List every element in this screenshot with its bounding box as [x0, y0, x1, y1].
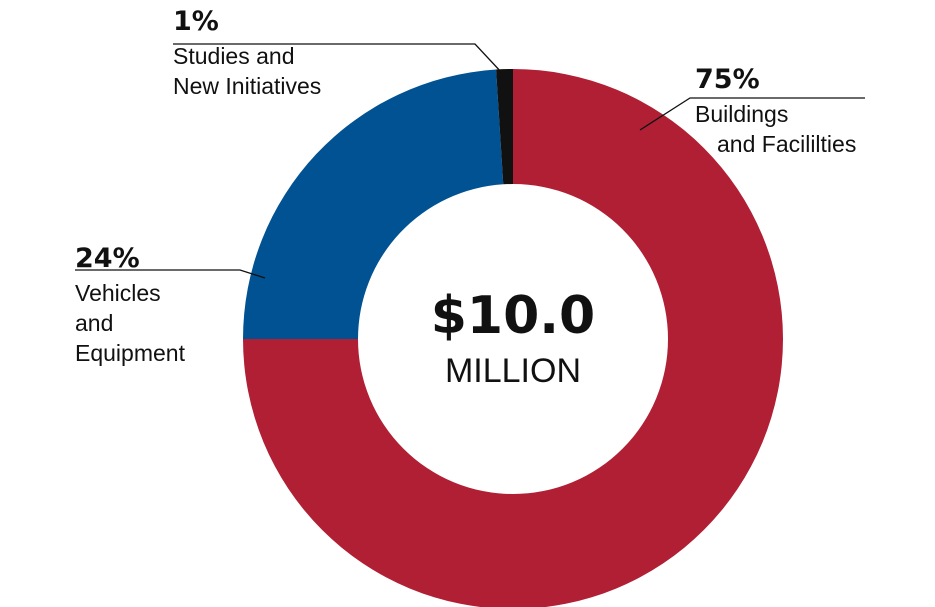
- donut-slices: [243, 69, 783, 607]
- leader-line-studies: [173, 43, 504, 75]
- slice-studies: [496, 69, 513, 185]
- category-label-vehicles-line-1: Vehicles: [75, 280, 161, 306]
- percent-label-vehicles: 24%: [75, 243, 140, 274]
- category-label-studies-line-1: Studies and: [173, 43, 294, 69]
- category-label-vehicles-line-2: and: [75, 310, 113, 336]
- leader-line-vehicles: [75, 269, 266, 279]
- slice-buildings: [243, 69, 783, 607]
- category-label-buildings-line-2: and Facililties: [717, 131, 856, 157]
- percent-label-studies: 1%: [173, 6, 219, 37]
- slice-labels: 75% Buildings and Facililties 24% Vehicles an…: [75, 6, 856, 366]
- category-label-studies-line-2: New Initiatives: [173, 73, 321, 99]
- total-amount: $10.0: [431, 286, 595, 346]
- leader-line-buildings: [639, 97, 865, 131]
- total-unit: MILLION: [445, 352, 581, 390]
- percent-label-buildings: 75%: [695, 64, 760, 95]
- slice-vehicles: [243, 69, 504, 340]
- leader-lines: [75, 43, 865, 279]
- category-label-buildings-line-1: Buildings: [695, 101, 788, 127]
- category-label-vehicles-line-3: Equipment: [75, 340, 186, 366]
